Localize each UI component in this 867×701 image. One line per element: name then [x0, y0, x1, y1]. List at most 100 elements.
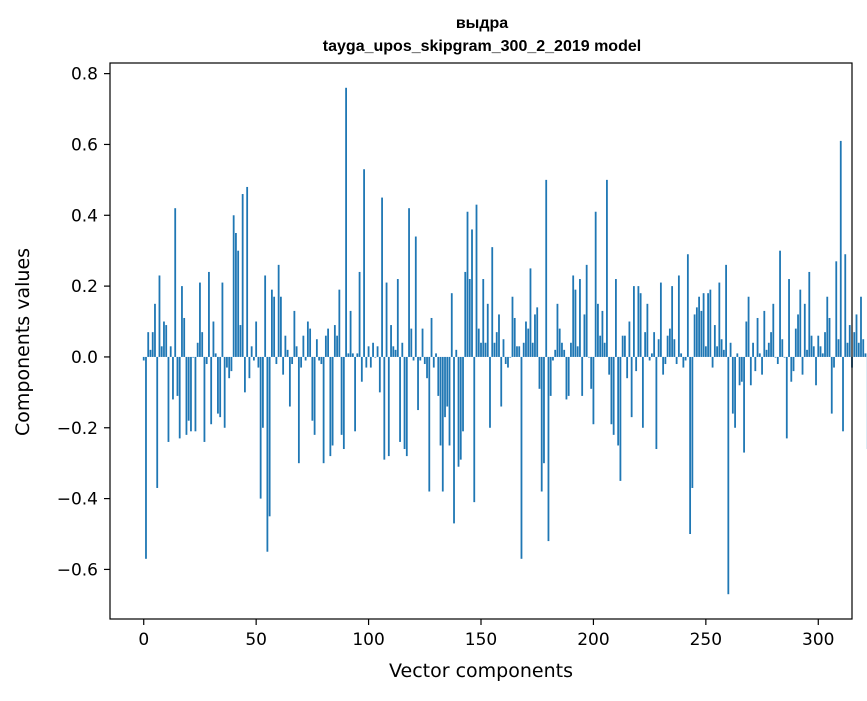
bar — [640, 293, 642, 357]
bar — [759, 353, 761, 357]
x-tick-label: 200 — [577, 630, 609, 650]
bar — [626, 357, 628, 378]
bar — [289, 357, 291, 407]
bar — [249, 357, 251, 378]
bar — [242, 194, 244, 357]
bar — [622, 336, 624, 357]
bar — [745, 322, 747, 357]
bar — [287, 350, 289, 357]
bar — [586, 265, 588, 357]
bar — [181, 286, 183, 357]
bar — [284, 336, 286, 357]
bar — [246, 187, 248, 357]
bar — [815, 357, 817, 385]
bar — [363, 169, 365, 357]
bar — [694, 314, 696, 357]
bar — [651, 353, 653, 357]
bar — [262, 357, 264, 428]
bar — [703, 293, 705, 357]
bar — [390, 325, 392, 357]
bar — [646, 304, 648, 357]
bar — [660, 283, 662, 357]
bar — [192, 357, 194, 358]
bar — [417, 357, 419, 410]
bar — [341, 357, 343, 435]
bar — [795, 329, 797, 357]
bar — [768, 343, 770, 357]
bar — [424, 357, 426, 364]
bar — [500, 357, 502, 407]
bar — [231, 357, 233, 371]
bar — [451, 293, 453, 357]
bar — [649, 357, 651, 361]
bar — [480, 343, 482, 357]
bar — [210, 357, 212, 424]
bar — [689, 357, 691, 534]
bar — [179, 357, 181, 438]
bar — [464, 272, 466, 357]
bar — [343, 357, 345, 449]
bar — [568, 357, 570, 396]
bar — [826, 297, 828, 357]
bar — [525, 322, 527, 357]
bar — [554, 350, 556, 357]
bar — [244, 357, 246, 392]
bar — [664, 357, 666, 364]
bar — [455, 350, 457, 357]
bar — [206, 357, 208, 364]
bar — [503, 339, 505, 357]
bar — [327, 329, 329, 357]
bar — [563, 350, 565, 357]
bar — [833, 357, 835, 368]
bar — [518, 346, 520, 357]
bar — [235, 233, 237, 357]
bar — [718, 283, 720, 357]
bar — [215, 353, 217, 357]
bar — [633, 286, 635, 357]
bar — [620, 357, 622, 481]
bar — [766, 350, 768, 357]
bar — [365, 357, 367, 368]
bar — [635, 357, 637, 371]
bar — [858, 343, 860, 357]
bar — [680, 353, 682, 357]
bar — [642, 357, 644, 428]
bar — [781, 339, 783, 357]
bar — [754, 357, 756, 371]
bar — [820, 346, 822, 357]
bar — [811, 336, 813, 357]
bar — [395, 350, 397, 357]
bar — [338, 290, 340, 357]
bar — [388, 357, 390, 456]
y-tick-label: −0.2 — [57, 419, 98, 439]
bar — [275, 357, 277, 364]
bar — [177, 357, 179, 396]
bar — [240, 325, 242, 357]
bar — [539, 357, 541, 389]
bar — [602, 311, 604, 357]
bar — [188, 357, 190, 421]
bar — [253, 357, 255, 361]
bar — [208, 272, 210, 357]
bar — [509, 357, 511, 358]
bar — [491, 247, 493, 357]
chart-title-line-2: tayga_upos_skipgram_300_2_2019 model — [323, 38, 641, 55]
bar — [658, 339, 660, 357]
bar — [806, 350, 808, 357]
bar — [415, 237, 417, 357]
bar — [516, 346, 518, 357]
bar — [453, 357, 455, 523]
bar — [671, 286, 673, 357]
y-tick-label: −0.6 — [57, 560, 98, 580]
bar — [183, 318, 185, 357]
bar — [736, 353, 738, 357]
bar — [716, 346, 718, 357]
bar — [469, 279, 471, 357]
bar — [195, 357, 197, 431]
bar — [631, 357, 633, 417]
bar — [237, 251, 239, 357]
bar — [372, 343, 374, 357]
bar — [577, 346, 579, 357]
x-tick-label: 0 — [138, 630, 149, 650]
